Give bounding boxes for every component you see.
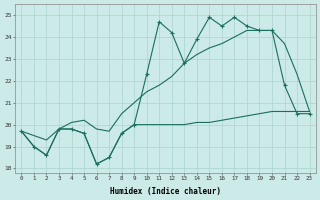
X-axis label: Humidex (Indice chaleur): Humidex (Indice chaleur): [110, 187, 221, 196]
